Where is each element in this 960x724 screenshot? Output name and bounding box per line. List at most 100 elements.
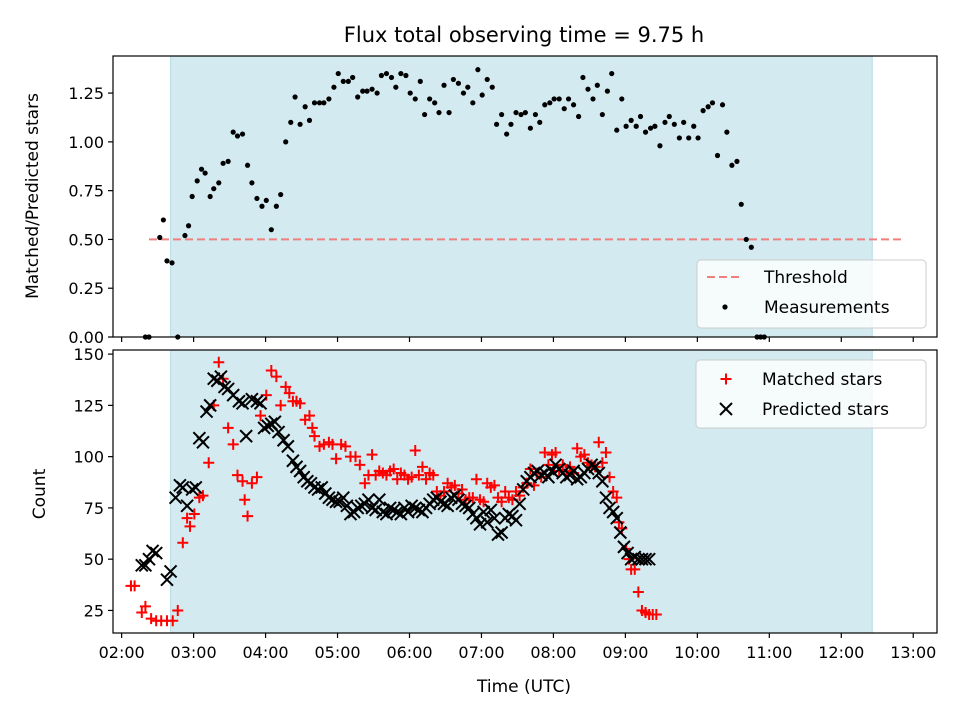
data-point	[475, 67, 481, 73]
data-point	[292, 94, 298, 100]
data-point	[145, 544, 160, 558]
data-point	[617, 540, 631, 554]
data-point	[719, 102, 726, 108]
data-point	[465, 84, 471, 90]
bottom-y-axis-label: Count	[30, 468, 50, 519]
data-point	[311, 482, 325, 497]
data-point	[408, 501, 422, 515]
data-point	[499, 111, 505, 118]
data-point	[297, 121, 303, 127]
data-point	[167, 615, 179, 627]
data-point	[361, 492, 376, 507]
data-point	[407, 90, 413, 96]
series-measurements	[142, 67, 767, 340]
y-tick-label: 0.75	[68, 182, 104, 201]
data-point	[488, 479, 500, 491]
data-point	[157, 234, 163, 241]
data-point	[246, 477, 258, 489]
x-tick-label: 11:00	[746, 643, 792, 662]
data-point	[734, 158, 740, 164]
data-point	[642, 129, 649, 135]
data-point	[369, 86, 375, 92]
data-point	[306, 422, 318, 434]
data-point	[427, 96, 433, 102]
data-point	[136, 606, 148, 618]
data-point	[177, 537, 189, 549]
data-point	[456, 483, 468, 495]
data-point	[403, 72, 409, 79]
data-point	[590, 96, 596, 102]
data-point	[311, 100, 318, 106]
data-point	[129, 580, 141, 592]
data-point	[700, 108, 706, 114]
data-point	[197, 490, 209, 502]
legend-measurements-swatch	[722, 304, 728, 310]
data-point	[283, 387, 295, 399]
axes-frame	[112, 349, 938, 634]
data-point	[532, 111, 539, 118]
data-point	[440, 499, 455, 513]
data-point	[406, 471, 418, 483]
data-point	[547, 100, 553, 106]
data-point	[487, 511, 502, 525]
data-point	[513, 109, 519, 116]
data-point	[604, 88, 611, 94]
data-point	[316, 100, 323, 106]
data-point	[160, 572, 174, 587]
data-point	[239, 494, 251, 506]
data-point	[478, 496, 490, 508]
data-point	[686, 135, 692, 141]
data-point	[516, 482, 530, 497]
data-point	[527, 125, 533, 131]
data-point	[489, 84, 495, 90]
data-point	[633, 123, 639, 129]
data-point	[467, 492, 479, 504]
data-point	[281, 439, 295, 454]
data-point	[729, 162, 735, 168]
data-point	[629, 563, 641, 575]
data-point	[314, 480, 329, 495]
data-point	[196, 435, 210, 449]
data-point	[611, 492, 623, 504]
data-point	[637, 113, 644, 120]
data-point	[666, 113, 672, 120]
data-point	[470, 473, 482, 485]
data-point	[379, 507, 394, 521]
data-point	[350, 74, 356, 81]
top-y-axis-label: Matched/Predicted stars	[23, 93, 43, 299]
data-point	[455, 80, 462, 86]
data-point	[541, 470, 556, 484]
data-point	[275, 399, 287, 411]
data-point	[652, 123, 658, 129]
data-point	[169, 260, 175, 266]
data-point	[705, 104, 711, 110]
x-tick-label: 04:00	[243, 643, 289, 662]
data-point	[518, 111, 524, 118]
data-point	[251, 471, 263, 483]
data-point	[512, 497, 527, 511]
data-point	[253, 396, 268, 411]
data-point	[691, 123, 697, 129]
data-point	[326, 96, 332, 102]
data-point	[294, 397, 306, 409]
data-point	[416, 461, 428, 473]
data-point	[303, 410, 315, 422]
y-tick-label: 100	[73, 448, 104, 467]
data-point	[203, 457, 215, 469]
data-point	[657, 143, 663, 149]
data-point	[214, 369, 228, 384]
data-point	[354, 459, 366, 471]
data-point	[188, 508, 200, 520]
data-point	[647, 125, 654, 131]
legend-matched-label: Matched stars	[762, 370, 882, 390]
data-point	[595, 474, 610, 488]
data-point	[259, 203, 265, 209]
data-point	[189, 480, 203, 495]
data-point	[539, 447, 551, 459]
x-tick-label: 08:00	[530, 643, 576, 662]
data-point	[255, 410, 267, 422]
data-point	[386, 503, 401, 517]
data-point	[244, 162, 251, 168]
data-point	[650, 609, 662, 621]
